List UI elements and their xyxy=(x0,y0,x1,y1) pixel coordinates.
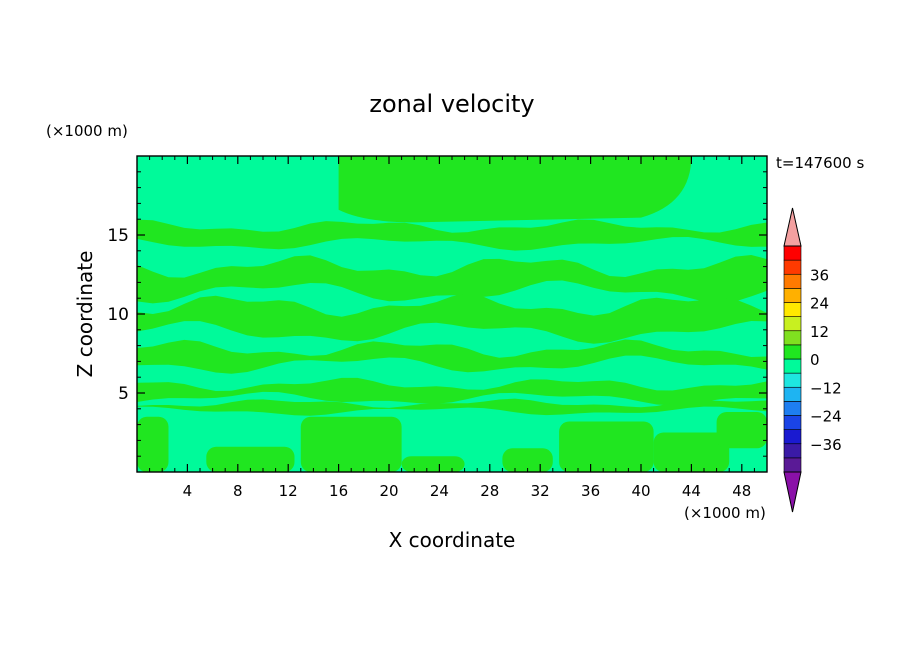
x-axis-label: X coordinate xyxy=(389,528,516,552)
x-tick-label: 12 xyxy=(279,482,298,500)
colorbar-swatch xyxy=(783,330,802,346)
colorbar-swatch xyxy=(783,316,802,332)
y-tick-label: 10 xyxy=(107,305,129,325)
colorbar-swatch xyxy=(783,401,802,416)
colorbar-swatch xyxy=(783,386,802,402)
x-unit-label: (×1000 m) xyxy=(684,504,766,522)
colorbar-tick-label: −36 xyxy=(810,436,842,454)
colorbar-swatch xyxy=(783,344,802,360)
x-tick-label: 48 xyxy=(732,482,751,500)
positive-velocity-band xyxy=(137,339,767,374)
colorbar-swatch xyxy=(783,415,802,430)
positive-velocity-blob xyxy=(559,421,654,472)
time-label: t=147600 s xyxy=(776,154,864,172)
x-tick-label: 32 xyxy=(531,482,550,500)
y-tick-label: 5 xyxy=(118,384,129,404)
positive-velocity-blob xyxy=(300,416,402,472)
positive-velocity-blob xyxy=(653,432,730,472)
colorbar-swatch xyxy=(783,273,802,289)
colorbar-swatch xyxy=(783,457,802,473)
colorbar-swatch xyxy=(783,429,802,445)
colorbar-tick-label: −12 xyxy=(810,379,842,397)
x-tick-label: 16 xyxy=(329,482,348,500)
positive-velocity-blob xyxy=(137,416,169,472)
velocity-field xyxy=(137,156,767,472)
positive-velocity-band xyxy=(137,377,767,406)
y-tick-label: 15 xyxy=(107,226,129,246)
x-tick-label: 24 xyxy=(430,482,449,500)
positive-velocity-blob xyxy=(716,411,767,449)
x-tick-label: 28 xyxy=(480,482,499,500)
positive-velocity-blob xyxy=(206,446,295,472)
positive-velocity-band xyxy=(137,219,767,251)
positive-velocity-region xyxy=(338,156,692,223)
colorbar-swatch xyxy=(783,259,802,275)
colorbar-swatch xyxy=(783,358,802,374)
y-unit-label: (×1000 m) xyxy=(46,122,128,140)
colorbar-tick-label: 36 xyxy=(810,266,829,284)
positive-velocity-band xyxy=(137,398,767,416)
colorbar-swatch xyxy=(783,288,802,303)
x-tick-label: 36 xyxy=(581,482,600,500)
colorbar-tick-label: 0 xyxy=(810,351,820,369)
positive-velocity-band xyxy=(137,254,767,304)
x-tick-label: 20 xyxy=(379,482,398,500)
y-axis-label: Z coordinate xyxy=(73,251,97,378)
x-tick-label: 40 xyxy=(631,482,650,500)
colorbar-swatch xyxy=(783,245,802,261)
colorbar-under-arrow xyxy=(783,471,802,513)
x-tick-label: 4 xyxy=(183,482,193,500)
x-axis: 4 8 12 16 20 24 28 32 36 40 44 48 xyxy=(149,156,755,500)
colorbar-tick-label: 24 xyxy=(810,295,829,313)
colorbar-tick-label: −24 xyxy=(810,408,842,426)
colorbar-over-arrow xyxy=(783,207,802,247)
positive-velocity-band xyxy=(137,293,767,344)
colorbar-swatch xyxy=(783,443,802,459)
y-axis: 5 10 15 xyxy=(107,171,767,457)
positive-velocity-blob xyxy=(401,456,465,472)
colorbar-swatch xyxy=(783,302,802,317)
colorbar-swatch xyxy=(783,372,802,388)
chart-title: zonal velocity xyxy=(369,90,534,118)
x-tick-label: 8 xyxy=(233,482,243,500)
colorbar-tick-label: 12 xyxy=(810,323,829,341)
x-tick-label: 44 xyxy=(682,482,701,500)
colorbar: 36 24 12 0 −12 −24 −36 xyxy=(783,207,842,513)
